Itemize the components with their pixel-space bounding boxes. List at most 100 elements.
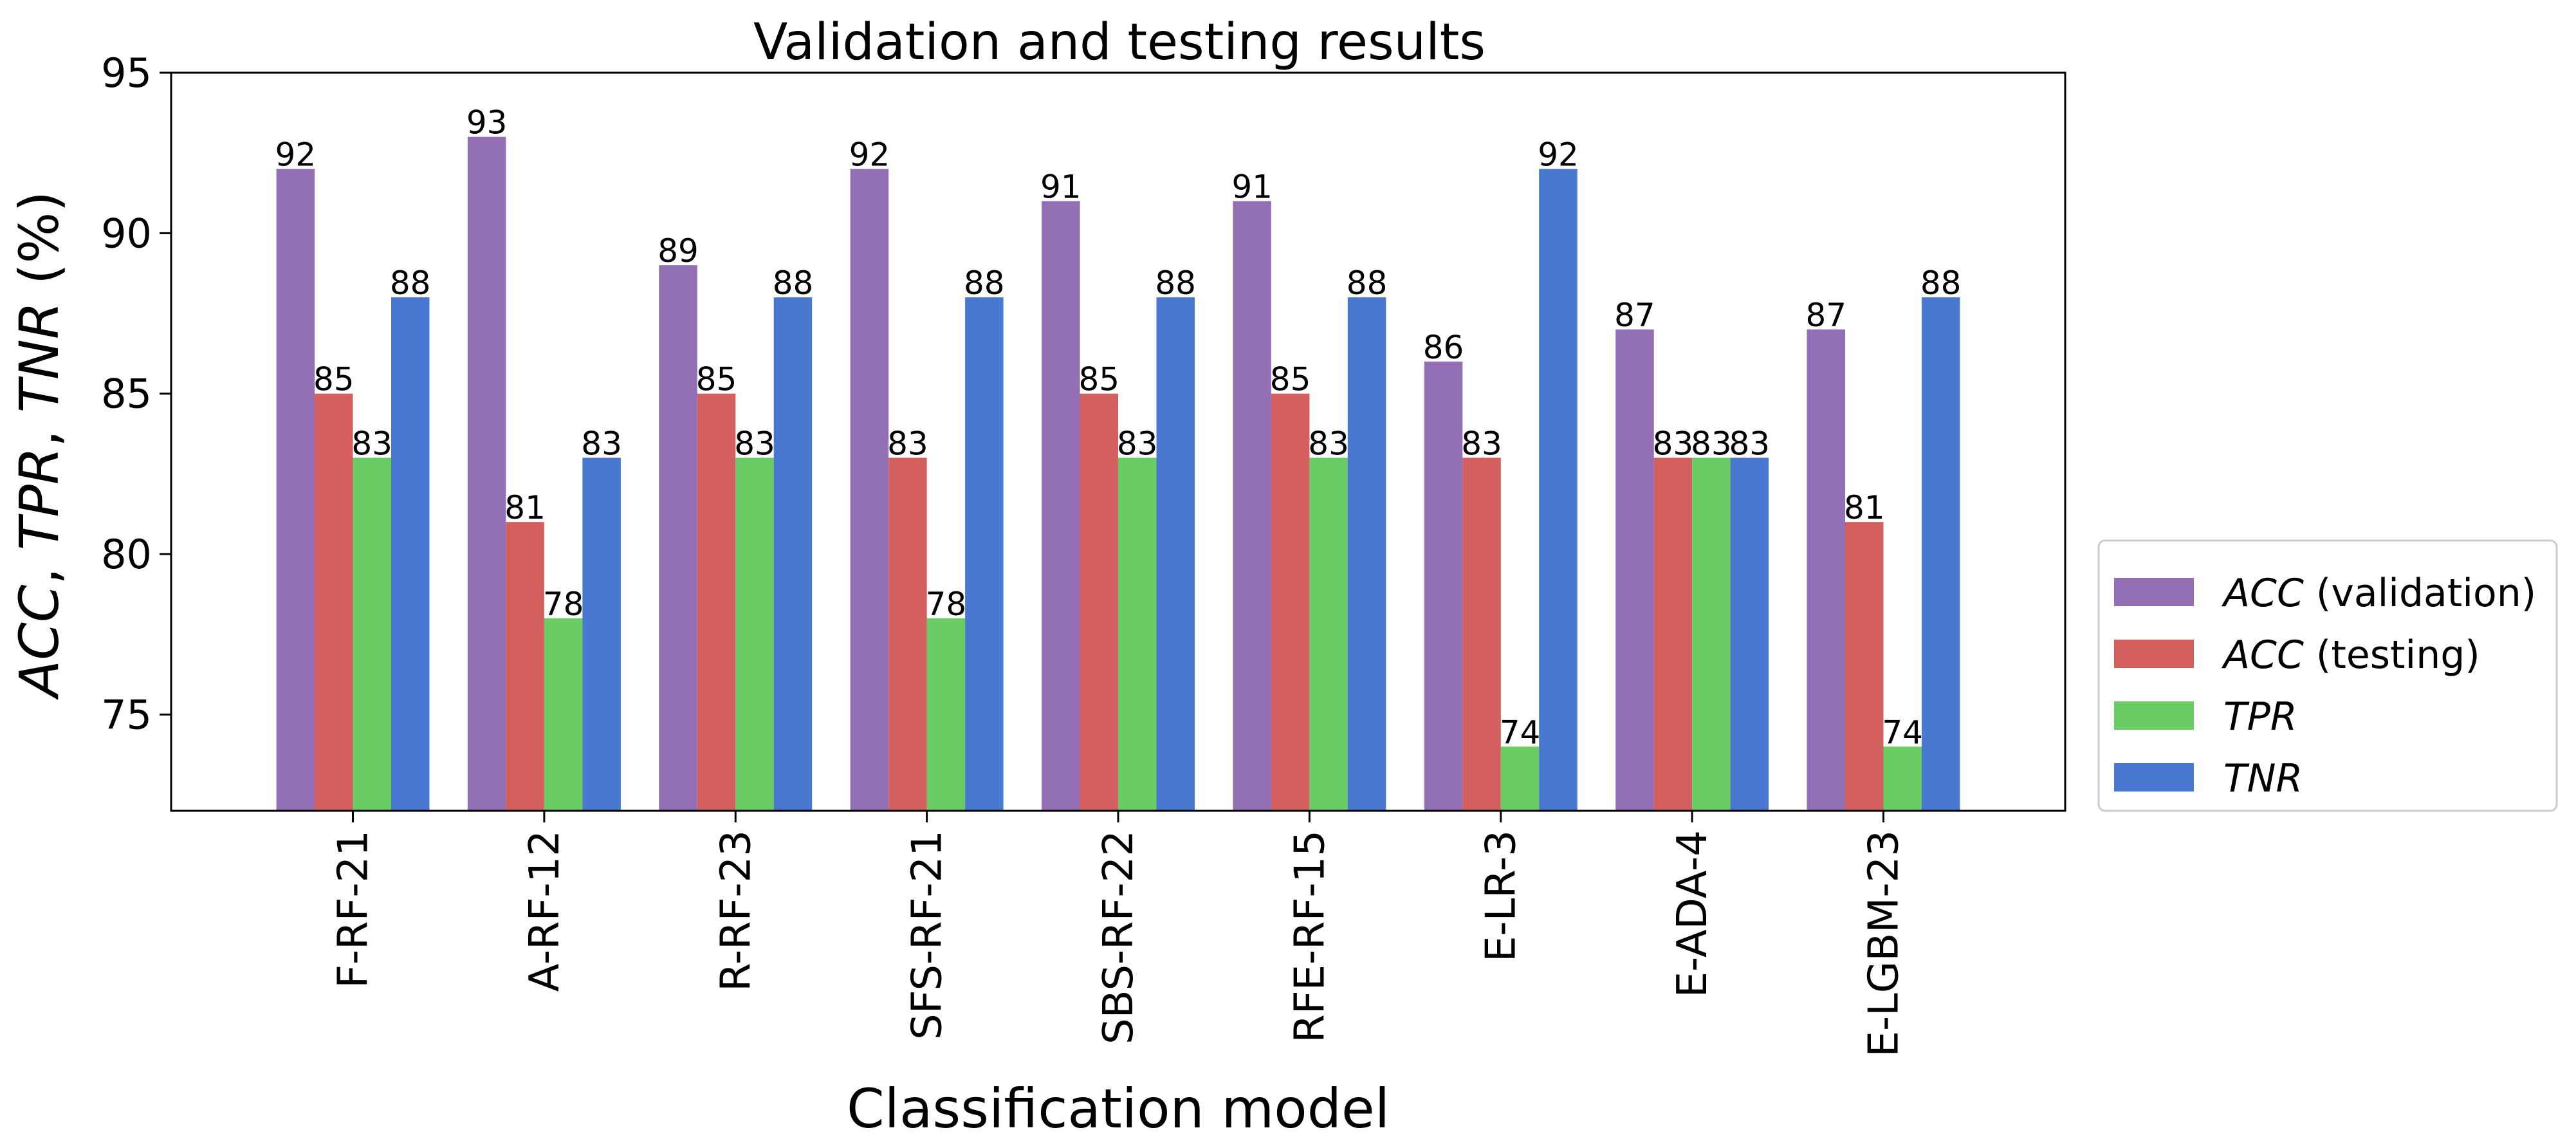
data-label: 78 — [926, 586, 967, 623]
x-tick-label: R-RF-23 — [712, 830, 760, 992]
bar-SBS-RF-22-acc-validation- — [1042, 201, 1080, 811]
legend-frame — [2097, 539, 2558, 812]
data-label: 85 — [313, 361, 354, 398]
data-label: 83 — [1461, 425, 1502, 462]
x-tick-label: F-RF-21 — [330, 830, 378, 988]
x-tick-label: A-RF-12 — [521, 830, 569, 992]
data-label: 93 — [466, 104, 508, 142]
data-label: 81 — [504, 489, 546, 526]
data-label: 83 — [1691, 425, 1732, 462]
bar-F-RF-21-acc-testing- — [315, 393, 353, 811]
bar-E-ADA-4-acc-testing- — [1653, 458, 1693, 811]
bar-A-RF-12-acc-testing- — [506, 522, 544, 811]
bar-E-ADA-4-acc-validation- — [1615, 329, 1654, 811]
legend: ACC (validation) ACC (testing) TPR TNR — [2097, 539, 2558, 812]
data-label: 83 — [581, 425, 622, 462]
data-label: 86 — [1423, 329, 1464, 366]
bar-E-LGBM-23-tpr — [1883, 746, 1922, 811]
data-label: 87 — [1805, 297, 1846, 334]
bar-RFE-RF-15-acc-testing- — [1271, 393, 1310, 811]
legend-entry-label: ACC (testing) — [2221, 633, 2480, 678]
data-label: 88 — [1347, 264, 1388, 302]
bar-R-RF-23-acc-validation- — [659, 265, 697, 811]
legend-entry-label: TNR — [2223, 756, 2303, 801]
data-label: 78 — [543, 586, 584, 623]
data-label: 89 — [658, 232, 699, 270]
y-tick-label: 80 — [101, 531, 152, 578]
data-labels-group: 92 85 83 88 93 81 78 83 89 85 83 88 92 83 78 88 91 85 83 88… — [275, 104, 1961, 752]
y-axis: 75 80 85 90 95 — [101, 50, 171, 738]
data-label: 92 — [275, 136, 316, 174]
x-tick-label: SBS-RF-22 — [1095, 830, 1143, 1044]
data-label: 83 — [351, 425, 392, 462]
bar-F-RF-21-tnr — [391, 297, 430, 811]
bar-SFS-RF-21-acc-validation- — [850, 169, 889, 811]
bar-SBS-RF-22-tpr — [1118, 458, 1157, 811]
bar-R-RF-23-tnr — [773, 297, 813, 811]
data-label: 92 — [849, 136, 890, 174]
data-label: 91 — [1231, 169, 1273, 206]
x-axis-label: Classification model — [847, 1077, 1390, 1140]
data-label: 85 — [1078, 361, 1119, 398]
bar-E-LGBM-23-tnr — [1922, 297, 1960, 811]
bar-E-LR-3-tpr — [1500, 746, 1540, 811]
data-label: 88 — [773, 264, 814, 302]
data-label: 88 — [964, 264, 1005, 302]
bar-RFE-RF-15-acc-validation- — [1233, 201, 1271, 811]
bar-R-RF-23-acc-testing- — [697, 393, 736, 811]
bar-SFS-RF-21-acc-testing- — [888, 458, 927, 811]
data-label: 74 — [1500, 714, 1541, 751]
bar-E-ADA-4-tpr — [1692, 458, 1731, 811]
bar-A-RF-12-acc-validation- — [467, 136, 506, 811]
bar-E-LR-3-acc-testing- — [1462, 458, 1501, 811]
bar-A-RF-12-tpr — [544, 618, 583, 811]
data-label: 83 — [734, 425, 775, 462]
x-tick-label: RFE-RF-15 — [1286, 830, 1334, 1043]
x-tick-label: SFS-RF-21 — [904, 830, 952, 1040]
legend-swatch — [2114, 763, 2194, 792]
bar-A-RF-12-tnr — [582, 458, 621, 811]
data-label: 83 — [1308, 425, 1349, 462]
data-label: 81 — [1844, 489, 1885, 526]
data-label: 87 — [1614, 297, 1655, 334]
x-tick-label: E-ADA-4 — [1669, 830, 1716, 997]
x-axis: F-RF-21 A-RF-12 R-RF-23 SFS-RF-21 SBS-RF-22 R… — [330, 811, 1908, 1057]
data-label: 74 — [1882, 714, 1923, 751]
y-tick-label: 85 — [101, 371, 152, 418]
data-label: 85 — [1270, 361, 1311, 398]
data-label: 83 — [1117, 425, 1158, 462]
legend-entry-label: ACC (validation) — [2221, 571, 2536, 616]
bar-E-ADA-4-tnr — [1730, 458, 1769, 811]
bars-group — [276, 136, 1960, 811]
legend-swatch — [2114, 640, 2194, 668]
bar-RFE-RF-15-tpr — [1309, 458, 1348, 811]
bar-SBS-RF-22-tnr — [1156, 297, 1195, 811]
bar-RFE-RF-15-tnr — [1347, 297, 1386, 811]
bar-E-LR-3-tnr — [1539, 169, 1578, 811]
data-label: 88 — [1920, 264, 1962, 302]
x-tick-label: E-LGBM-23 — [1861, 830, 1908, 1057]
bar-SFS-RF-21-tnr — [965, 297, 1004, 811]
legend-entry-label: TPR — [2223, 694, 2297, 739]
data-label: 88 — [390, 264, 431, 302]
y-tick-label: 95 — [101, 50, 152, 97]
chart-title: Validation and testing results — [753, 14, 1486, 71]
y-axis-label: ACC, TPR, TNR (%) — [8, 191, 71, 701]
data-label: 83 — [1653, 425, 1694, 462]
data-label: 85 — [696, 361, 737, 398]
data-label: 91 — [1040, 169, 1081, 206]
data-label: 92 — [1538, 136, 1579, 174]
bar-R-RF-23-tpr — [735, 458, 774, 811]
legend-swatch — [2114, 701, 2194, 730]
y-tick-label: 90 — [101, 210, 152, 257]
data-label: 88 — [1155, 264, 1196, 302]
bar-E-LGBM-23-acc-validation- — [1807, 329, 1845, 811]
y-tick-label: 75 — [101, 691, 152, 738]
bar-F-RF-21-acc-validation- — [276, 169, 315, 811]
data-label: 83 — [887, 425, 928, 462]
legend-swatch — [2114, 578, 2194, 606]
bar-SBS-RF-22-acc-testing- — [1080, 393, 1118, 811]
bar-F-RF-21-tpr — [353, 458, 391, 811]
data-label: 83 — [1729, 425, 1770, 462]
